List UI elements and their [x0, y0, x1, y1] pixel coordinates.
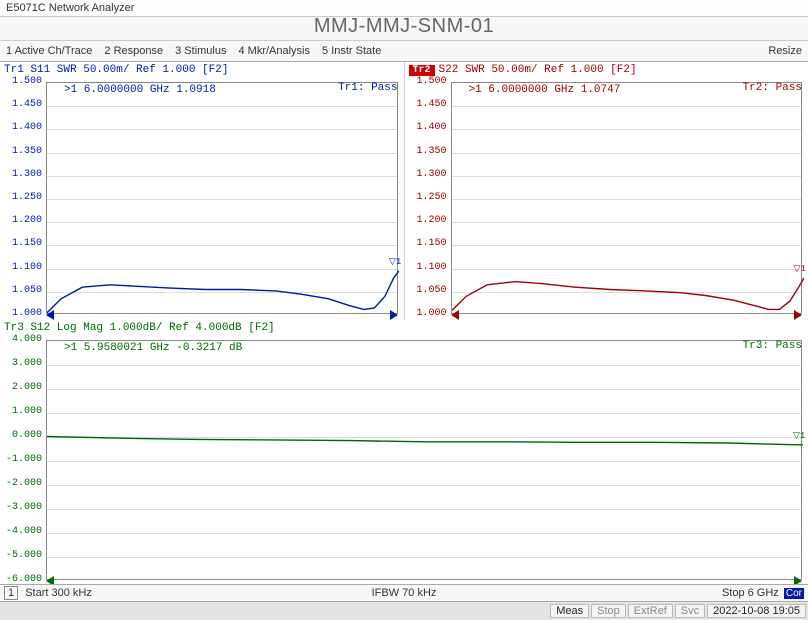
y-tick-label: 1.200 — [409, 215, 447, 226]
tr2-marker-readout: >1 6.0000000 GHz 1.0747 — [469, 84, 621, 96]
status-meas[interactable]: Meas — [550, 604, 589, 618]
y-tick-label: 3.000 — [4, 358, 42, 369]
menu-instr-state[interactable]: 5 Instr State — [322, 45, 381, 57]
tr3-pass: Tr3: Pass — [743, 340, 802, 352]
menu-stimulus[interactable]: 3 Stimulus — [175, 45, 226, 57]
y-tick-label: -4.000 — [4, 526, 42, 537]
marker-symbol[interactable]: ▽1 — [389, 257, 401, 267]
y-tick-label: 1.300 — [4, 169, 42, 180]
y-tick-label: 1.400 — [409, 122, 447, 133]
y-tick-label: 1.050 — [409, 285, 447, 296]
marker-symbol[interactable]: ▽1 — [793, 431, 805, 441]
y-tick-label: 1.050 — [4, 285, 42, 296]
y-tick-label: -2.000 — [4, 478, 42, 489]
y-tick-label: 1.500 — [4, 76, 42, 87]
channel-number: 1 — [4, 586, 18, 600]
y-tick-label: 1.150 — [4, 238, 42, 249]
status-stop[interactable]: Stop — [591, 604, 626, 618]
menu-response[interactable]: 2 Response — [104, 45, 163, 57]
menu-bar: 1 Active Ch/Trace 2 Response 3 Stimulus … — [0, 41, 808, 62]
tr1-pass: Tr1: Pass — [338, 82, 397, 94]
y-tick-label: 1.350 — [409, 146, 447, 157]
status-extref[interactable]: ExtRef — [628, 604, 673, 618]
marker-symbol[interactable]: ▽1 — [794, 264, 806, 274]
y-tick-label: 1.100 — [4, 262, 42, 273]
header-row: MMJ-MMJ-SNM-01 — [0, 17, 808, 41]
stop-freq: Stop 6 GHz — [722, 587, 779, 599]
y-tick-label: 1.150 — [409, 238, 447, 249]
ifbw: IFBW 70 kHz — [372, 587, 437, 599]
y-tick-label: 1.300 — [409, 169, 447, 180]
measurement-title: MMJ-MMJ-SNM-01 — [314, 15, 494, 38]
tr3-marker-readout: >1 5.9580021 GHz -0.3217 dB — [64, 342, 242, 354]
y-tick-label: 1.000 — [4, 406, 42, 417]
app-title: E5071C Network Analyzer — [6, 2, 134, 14]
menu-resize[interactable]: Resize — [768, 45, 802, 57]
menu-mkr-analysis[interactable]: 4 Mkr/Analysis — [238, 45, 310, 57]
panel-tr3[interactable]: Tr3 S12 Log Mag 1.000dB/ Ref 4.000dB [F2… — [0, 320, 808, 584]
chart-area: Tr1 S11 SWR 50.00m/ Ref 1.000 [F2] ▽1 >1… — [0, 62, 808, 584]
tr1-header: Tr1 S11 SWR 50.00m/ Ref 1.000 [F2] — [0, 62, 404, 78]
y-tick-label: 0.000 — [4, 430, 42, 441]
status-bar-2: Meas Stop ExtRef Svc 2022-10-08 19:05 — [0, 601, 808, 620]
status-datetime: 2022-10-08 19:05 — [707, 604, 806, 618]
start-freq: Start 300 kHz — [25, 587, 92, 599]
y-tick-label: 1.100 — [409, 262, 447, 273]
y-tick-label: 4.000 — [4, 334, 42, 345]
y-tick-label: 1.250 — [409, 192, 447, 203]
y-tick-label: 1.500 — [409, 76, 447, 87]
y-tick-label: -1.000 — [4, 454, 42, 465]
tr2-active-tag: Tr2 — [409, 65, 435, 76]
y-tick-label: 1.250 — [4, 192, 42, 203]
panel-tr1[interactable]: Tr1 S11 SWR 50.00m/ Ref 1.000 [F2] ▽1 >1… — [0, 62, 405, 320]
status-bar-1: 1 Start 300 kHz IFBW 70 kHz Stop 6 GHz C… — [0, 584, 808, 601]
y-tick-label: 1.000 — [4, 308, 42, 319]
y-tick-label: 1.450 — [4, 99, 42, 110]
y-tick-label: 1.450 — [409, 99, 447, 110]
y-tick-label: -3.000 — [4, 502, 42, 513]
y-tick-label: 1.000 — [409, 308, 447, 319]
y-tick-label: -5.000 — [4, 550, 42, 561]
tr3-header: Tr3 S12 Log Mag 1.000dB/ Ref 4.000dB [F2… — [0, 320, 808, 336]
tr2-pass: Tr2: Pass — [743, 82, 802, 94]
tr2-header: Tr2 S22 SWR 50.00m/ Ref 1.000 [F2] — [405, 62, 808, 78]
panel-tr2[interactable]: Tr2 S22 SWR 50.00m/ Ref 1.000 [F2] ▽1 >1… — [405, 62, 808, 320]
menu-active-ch-trace[interactable]: 1 Active Ch/Trace — [6, 45, 92, 57]
y-tick-label: 1.200 — [4, 215, 42, 226]
status-svc[interactable]: Svc — [675, 604, 705, 618]
y-tick-label: 1.350 — [4, 146, 42, 157]
correction-indicator: Cor — [784, 588, 804, 599]
y-tick-label: 2.000 — [4, 382, 42, 393]
tr1-marker-readout: >1 6.0000000 GHz 1.0918 — [64, 84, 216, 96]
y-tick-label: 1.400 — [4, 122, 42, 133]
